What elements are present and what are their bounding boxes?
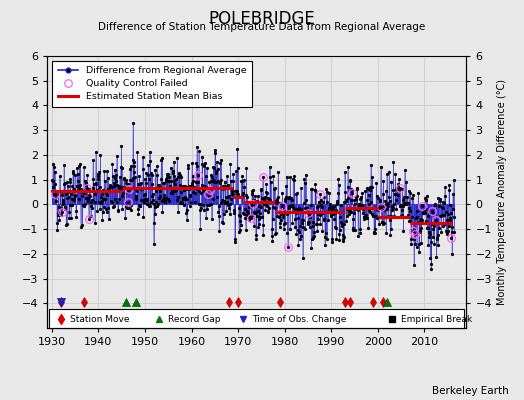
Text: POLEBRIDGE: POLEBRIDGE (209, 10, 315, 28)
Text: Station Move: Station Move (70, 315, 130, 324)
Text: Difference of Station Temperature Data from Regional Average: Difference of Station Temperature Data f… (99, 22, 425, 32)
Legend: Difference from Regional Average, Quality Control Failed, Estimated Station Mean: Difference from Regional Average, Qualit… (52, 61, 252, 107)
Text: Empirical Break: Empirical Break (401, 315, 472, 324)
Text: Berkeley Earth: Berkeley Earth (432, 386, 508, 396)
Y-axis label: Monthly Temperature Anomaly Difference (°C): Monthly Temperature Anomaly Difference (… (497, 79, 507, 305)
Text: Record Gap: Record Gap (168, 315, 221, 324)
Text: Time of Obs. Change: Time of Obs. Change (252, 315, 346, 324)
FancyBboxPatch shape (49, 310, 464, 328)
